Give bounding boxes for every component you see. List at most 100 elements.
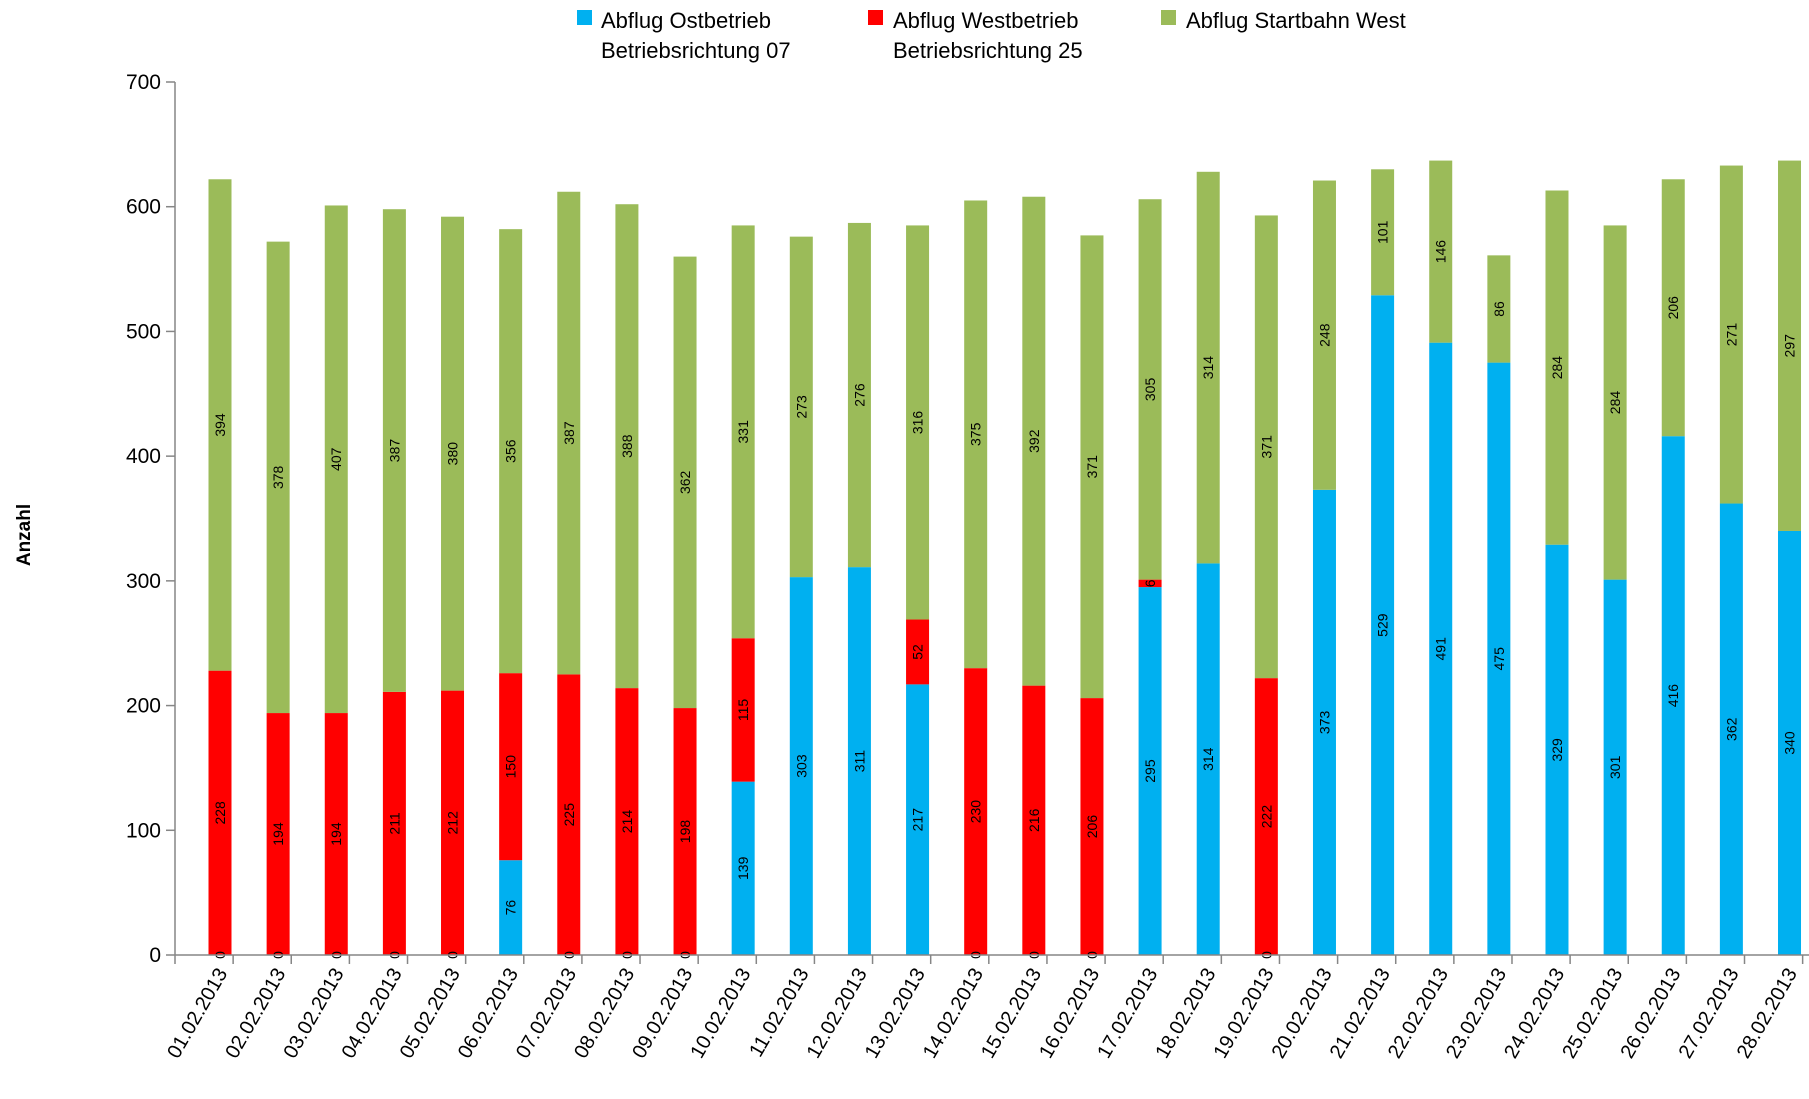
data-label-startbahn: 371 [1258, 435, 1274, 459]
bar-segment-west [906, 619, 930, 685]
y-tick-label: 0 [149, 944, 161, 967]
bar-segment-startbahn [1196, 171, 1220, 564]
data-label-startbahn: 297 [1782, 334, 1798, 358]
x-tick-label: 06.02.2013 [454, 965, 523, 1063]
data-label-west: 206 [1084, 815, 1100, 839]
bar-segment-west [557, 674, 581, 955]
bar-segment-startbahn [1545, 190, 1569, 545]
data-label-west: 230 [968, 800, 984, 824]
bar-segment-ost [1603, 579, 1627, 955]
bar-segment-ost [1661, 436, 1685, 955]
data-label-startbahn: 375 [968, 422, 984, 446]
bar-segment-startbahn [964, 200, 988, 669]
data-label-west: 212 [445, 811, 461, 835]
bar-segment-startbahn [324, 205, 348, 714]
bar-segment-ost [1196, 563, 1220, 955]
data-label-startbahn: 356 [503, 439, 519, 463]
bar-segment-startbahn [1254, 215, 1278, 679]
bar-segment-ost [1312, 489, 1336, 955]
bar-segment-startbahn [1719, 165, 1743, 504]
x-tick-label: 18.02.2013 [1151, 965, 1220, 1063]
x-tick-label: 20.02.2013 [1268, 965, 1337, 1063]
bar-segment-startbahn [1603, 225, 1627, 580]
y-tick-label: 400 [126, 445, 161, 468]
x-tick-label: 03.02.2013 [279, 965, 348, 1063]
bar-segment-ost [1719, 503, 1743, 955]
bar-segment-west [673, 708, 697, 955]
data-label-startbahn: 276 [851, 383, 867, 407]
y-tick-label: 300 [126, 570, 161, 593]
data-label-ost: 340 [1782, 731, 1798, 755]
legend-label-ost: Abflug Ostbetrieb [601, 8, 771, 33]
y-tick-label: 600 [126, 196, 161, 219]
bar-segment-startbahn [1661, 179, 1685, 437]
data-label-ost: 362 [1723, 717, 1739, 741]
data-label-startbahn: 101 [1375, 220, 1391, 244]
bar-segment-startbahn [615, 204, 639, 689]
y-tick-label: 700 [126, 71, 161, 94]
bar-segment-west [208, 670, 232, 955]
data-label-ost: 301 [1607, 755, 1623, 779]
bar-segment-startbahn [1022, 196, 1046, 686]
bar-segment-startbahn [1312, 180, 1336, 490]
data-label-west: 216 [1026, 808, 1042, 832]
data-label-startbahn: 392 [1026, 429, 1042, 453]
bar-segment-west [1022, 685, 1046, 955]
bar-segment-west [1080, 698, 1104, 955]
bar-segment-startbahn [847, 222, 871, 568]
bar-segment-ost [1429, 342, 1453, 956]
data-label-startbahn: 314 [1200, 356, 1216, 380]
legend-swatch-west [868, 10, 883, 25]
data-label-west: 222 [1258, 805, 1274, 829]
x-tick-label: 19.02.2013 [1210, 965, 1279, 1063]
bar-segment-west [1254, 678, 1278, 955]
data-label-startbahn: 305 [1142, 378, 1158, 402]
bar-segment-startbahn [1778, 160, 1802, 531]
data-label-startbahn: 316 [910, 411, 926, 435]
bar-segment-ost [1371, 295, 1395, 955]
bar-segment-ost [1138, 587, 1162, 955]
bars [208, 160, 1802, 956]
legend-label-startbahn: Abflug Startbahn West [1186, 8, 1406, 33]
data-label-ost: 311 [851, 750, 867, 773]
x-tick-label: 22.02.2013 [1384, 965, 1453, 1063]
x-tick-label: 27.02.2013 [1675, 965, 1744, 1063]
bar-segment-startbahn [1138, 199, 1162, 580]
data-label-ost: 76 [503, 900, 519, 916]
data-label-ost: 329 [1549, 738, 1565, 762]
data-label-startbahn: 407 [328, 447, 344, 471]
data-label-west: 115 [735, 699, 751, 722]
x-tick-label: 02.02.2013 [221, 965, 290, 1063]
data-label-startbahn: 387 [386, 439, 402, 463]
bar-segment-ost [731, 781, 755, 955]
x-tick-label: 23.02.2013 [1442, 965, 1511, 1063]
x-tick-label: 16.02.2013 [1035, 965, 1104, 1063]
bar-segment-ost [499, 860, 523, 955]
bar-segment-startbahn [557, 191, 581, 675]
data-label-ost: 529 [1375, 613, 1391, 637]
bar-segment-startbahn [266, 241, 290, 714]
bar-segment-startbahn [1371, 169, 1395, 296]
y-axis-title: Anzahl [14, 504, 35, 566]
data-label-startbahn: 86 [1491, 301, 1507, 317]
bar-segment-west [266, 713, 290, 955]
data-label-startbahn: 388 [619, 434, 635, 458]
x-tick-label: 14.02.2013 [919, 964, 988, 1062]
x-tick-label: 04.02.2013 [338, 965, 407, 1063]
x-tick-label: 25.02.2013 [1558, 965, 1627, 1063]
data-label-startbahn: 331 [735, 420, 751, 444]
y-tick-label: 500 [126, 320, 161, 343]
data-label-west: 211 [386, 812, 402, 835]
bar-segment-ost [1545, 544, 1569, 955]
bar-segment-west [499, 673, 523, 861]
y-tick-label: 200 [126, 695, 161, 718]
bar-segment-startbahn [441, 216, 465, 691]
bar-segment-west [731, 638, 755, 782]
bar-segment-ost [789, 577, 813, 955]
data-label-west: 228 [212, 801, 228, 825]
x-tick-label: 26.02.2013 [1616, 965, 1685, 1063]
data-label-startbahn: 378 [270, 465, 286, 489]
data-label-startbahn: 248 [1316, 323, 1332, 347]
data-label-west: 214 [619, 810, 635, 834]
bar-segment-west [964, 668, 988, 955]
